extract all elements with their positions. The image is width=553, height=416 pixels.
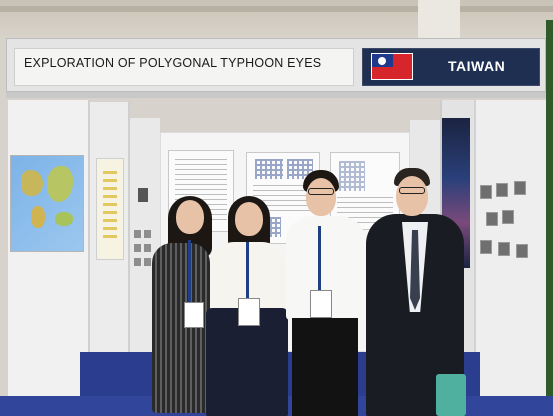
person-3-badge [310,290,332,318]
small-poster-tile [134,258,141,266]
poster-figure [287,159,313,179]
map-landmass [21,170,43,196]
taiwan-flag-icon [371,53,413,80]
adjacent-booth-edge [546,20,553,416]
person-1-face [176,200,204,234]
person-1-badge [184,302,204,328]
small-poster-tile [144,258,151,266]
photo-tile [486,212,498,226]
photo-tile [480,185,492,199]
person-3-lanyard [318,226,321,290]
banner-country: TAIWAN [448,58,506,74]
ceiling-beam [0,6,553,12]
shopping-bag [436,374,466,416]
small-poster-tile [138,188,148,202]
map-landmass [55,212,73,226]
person-4-tie [410,230,420,310]
photo-tile [502,210,514,224]
photo-tile [516,244,528,258]
small-poster-tile [134,244,141,252]
person-2-face [235,202,263,236]
map-landmass [31,206,45,228]
poster-figure [339,161,365,191]
photo-tile [498,242,510,256]
photo-tile [514,181,526,195]
glasses-icon [308,188,334,195]
poster-dots [103,171,117,241]
photo-tile [496,183,508,197]
dotted-poster [96,158,124,260]
person-1-body [152,243,210,413]
person-1-lanyard [188,240,191,302]
person-4-face [396,176,428,216]
small-poster-tile [144,230,151,238]
person-2-lanyard [246,242,249,298]
person-2-badge [238,298,260,326]
world-map-poster [10,155,84,252]
small-poster-tile [134,230,141,238]
banner-title: EXPLORATION OF POLYGONAL TYPHOON EYES [24,56,322,70]
flag-sun-icon [378,57,386,65]
poster-figure [255,159,283,179]
person-3-pants [292,318,358,416]
flag-canton [372,54,393,67]
glasses-icon [399,187,425,194]
person-2-skirt [206,308,288,416]
booth-rail [6,92,546,98]
photo-tile [480,240,492,254]
map-landmass [47,166,73,202]
person-3-face [306,178,336,216]
banner-title-panel [14,48,354,86]
small-poster-tile [144,244,151,252]
background-column [418,0,460,40]
